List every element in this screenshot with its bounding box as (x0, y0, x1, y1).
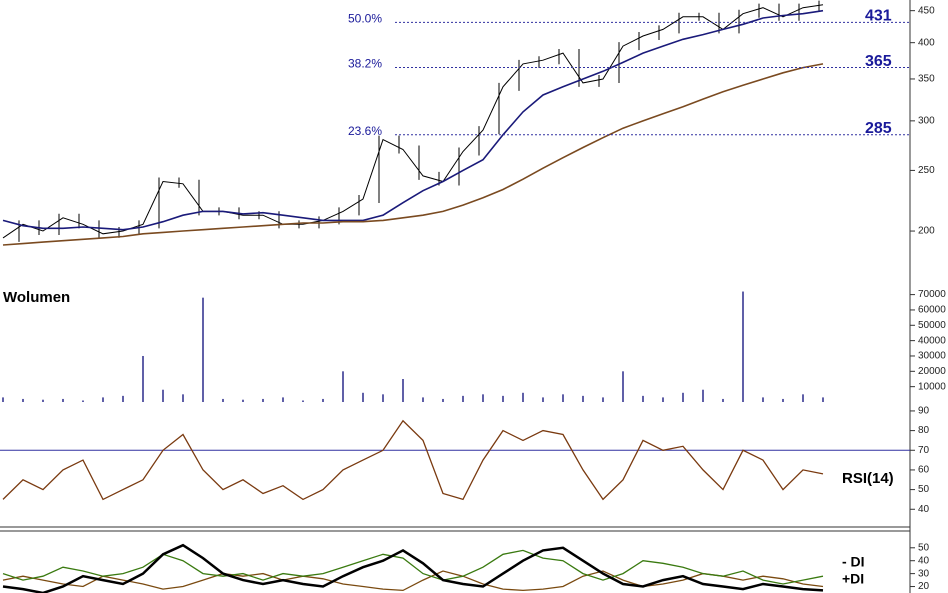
y-tick-label: 30000 (918, 351, 946, 362)
y-tick-label: 40 (918, 555, 930, 566)
y-tick-label: 50000 (918, 320, 946, 331)
y-tick-label: 200 (918, 226, 935, 237)
y-tick-label: 70 (918, 445, 930, 456)
legend-label: - DI (842, 554, 865, 570)
fib-value: 365 (865, 53, 892, 70)
y-tick-label: 40 (918, 504, 930, 515)
fib-label: 38.2% (348, 57, 382, 71)
y-tick-label: 250 (918, 165, 935, 176)
fib-label: 50.0% (348, 12, 382, 26)
indicator-line (2, 543, 824, 593)
y-tick-label: 300 (918, 115, 935, 126)
y-tick-label: 50 (918, 542, 930, 553)
y-tick-label: 10000 (918, 381, 946, 392)
price-line (2, 9, 824, 231)
legend-label: +DI (842, 571, 864, 587)
y-tick-label: 60000 (918, 305, 946, 316)
fib-label: 23.6% (348, 124, 382, 138)
y-tick-label: 20000 (918, 366, 946, 377)
price-line (2, 63, 824, 246)
indicator-line (2, 549, 824, 585)
y-tick-label: 70000 (918, 289, 946, 300)
y-tick-label: 350 (918, 74, 935, 85)
panel-title: RSI(14) (842, 470, 894, 487)
price-line (2, 4, 824, 239)
fib-value: 431 (865, 8, 892, 25)
y-tick-label: 60 (918, 465, 930, 476)
fib-value: 285 (865, 120, 892, 137)
y-tick-label: 50 (918, 484, 930, 495)
y-tick-label: 90 (918, 406, 930, 417)
y-tick-label: 400 (918, 37, 935, 48)
y-tick-label: 450 (918, 5, 935, 16)
y-tick-label: 80 (918, 425, 930, 436)
y-tick-label: 30 (918, 568, 930, 579)
indicator-line (2, 419, 824, 501)
y-tick-label: 20 (918, 581, 930, 592)
panel-title: Wolumen (3, 289, 70, 306)
y-tick-label: 40000 (918, 335, 946, 346)
indicator-line (2, 570, 824, 592)
